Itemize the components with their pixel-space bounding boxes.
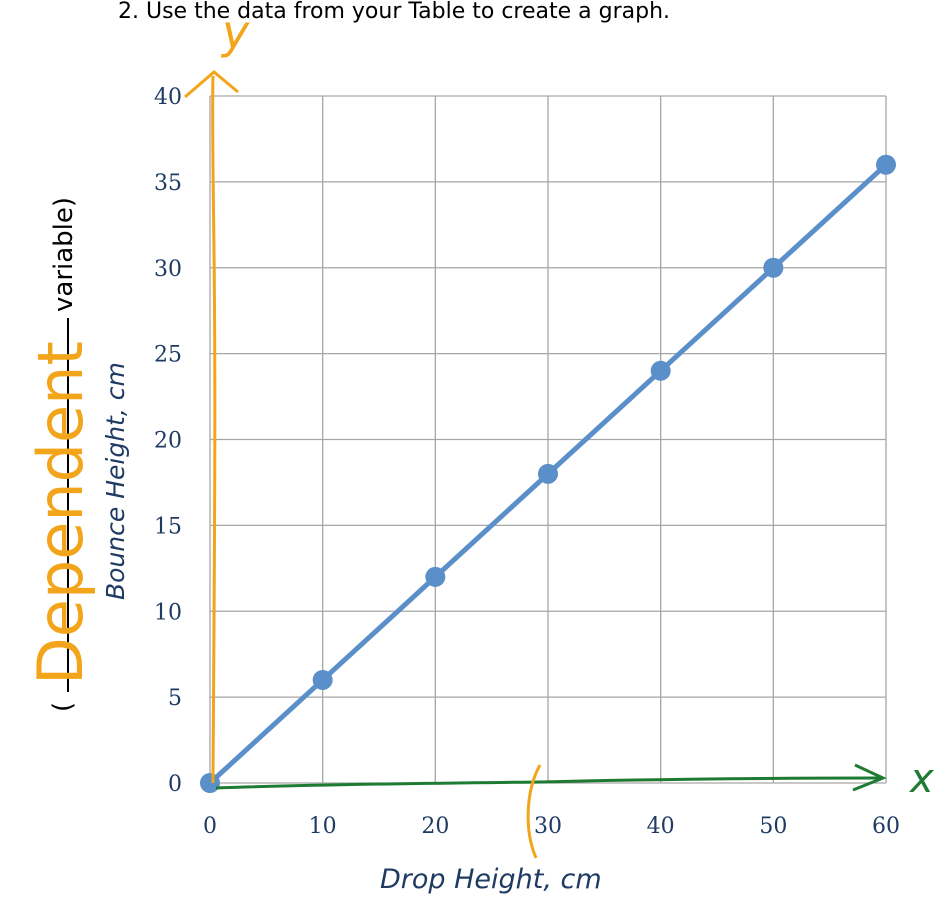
x-axis-letter: x [908, 756, 934, 802]
x-30-annotation-mark [526, 764, 542, 859]
y-tick-label-25: 25 [154, 343, 182, 368]
y-tick-label-5: 5 [168, 686, 182, 711]
grid [209, 95, 887, 784]
y-axis-letter: y [220, 5, 250, 59]
x-tick-label-50: 50 [759, 814, 787, 839]
y-axis-arrowhead [184, 70, 239, 99]
x-axis-label: Drop Height, cm [380, 864, 602, 895]
y-axis-annotation: y [184, 5, 250, 784]
data-point-20 [425, 566, 446, 587]
data-point-50 [763, 257, 784, 278]
x-tick-label-10: 10 [309, 814, 337, 839]
x-tick-label-0: 0 [203, 814, 217, 839]
data-point-30 [538, 463, 558, 484]
x-tick-label-60: 60 [872, 814, 900, 839]
data-point-0 [200, 773, 220, 793]
data-point-10 [312, 669, 333, 690]
y-tick-label-35: 35 [154, 171, 182, 196]
y-tick-label-30: 30 [154, 257, 182, 282]
y-axis-label: Bounce Height, cm [101, 362, 130, 600]
variable-suffix: variable) [49, 197, 79, 312]
variable-type-annotation: ( Dependent variable) [24, 197, 97, 712]
x-axis-line [215, 776, 881, 790]
x-tick-labels: 0 10 20 30 40 50 60 [203, 814, 900, 839]
y-tick-label-20: 20 [154, 429, 182, 454]
data-point-60 [876, 154, 896, 175]
x-axis-arrowhead [852, 763, 887, 792]
y-tick-label-10: 10 [154, 600, 182, 625]
y-tick-label-15: 15 [154, 514, 182, 539]
instruction-text: 2. Use the data from your Table to creat… [118, 0, 670, 24]
y-tick-label-40: 40 [154, 85, 182, 110]
y-axis-line [211, 75, 217, 784]
open-paren: ( [48, 702, 78, 712]
x-tick-label-20: 20 [421, 814, 449, 839]
series [200, 154, 896, 793]
y-tick-labels: 0 5 10 15 20 25 30 35 40 [154, 85, 182, 797]
data-point-40 [650, 360, 671, 381]
y-tick-label-0: 0 [168, 772, 182, 797]
x-axis-annotation: x [215, 756, 934, 802]
x-tick-label-40: 40 [647, 814, 675, 839]
x-tick-label-30: 30 [534, 814, 562, 839]
dependent-word: Dependent [24, 341, 97, 685]
